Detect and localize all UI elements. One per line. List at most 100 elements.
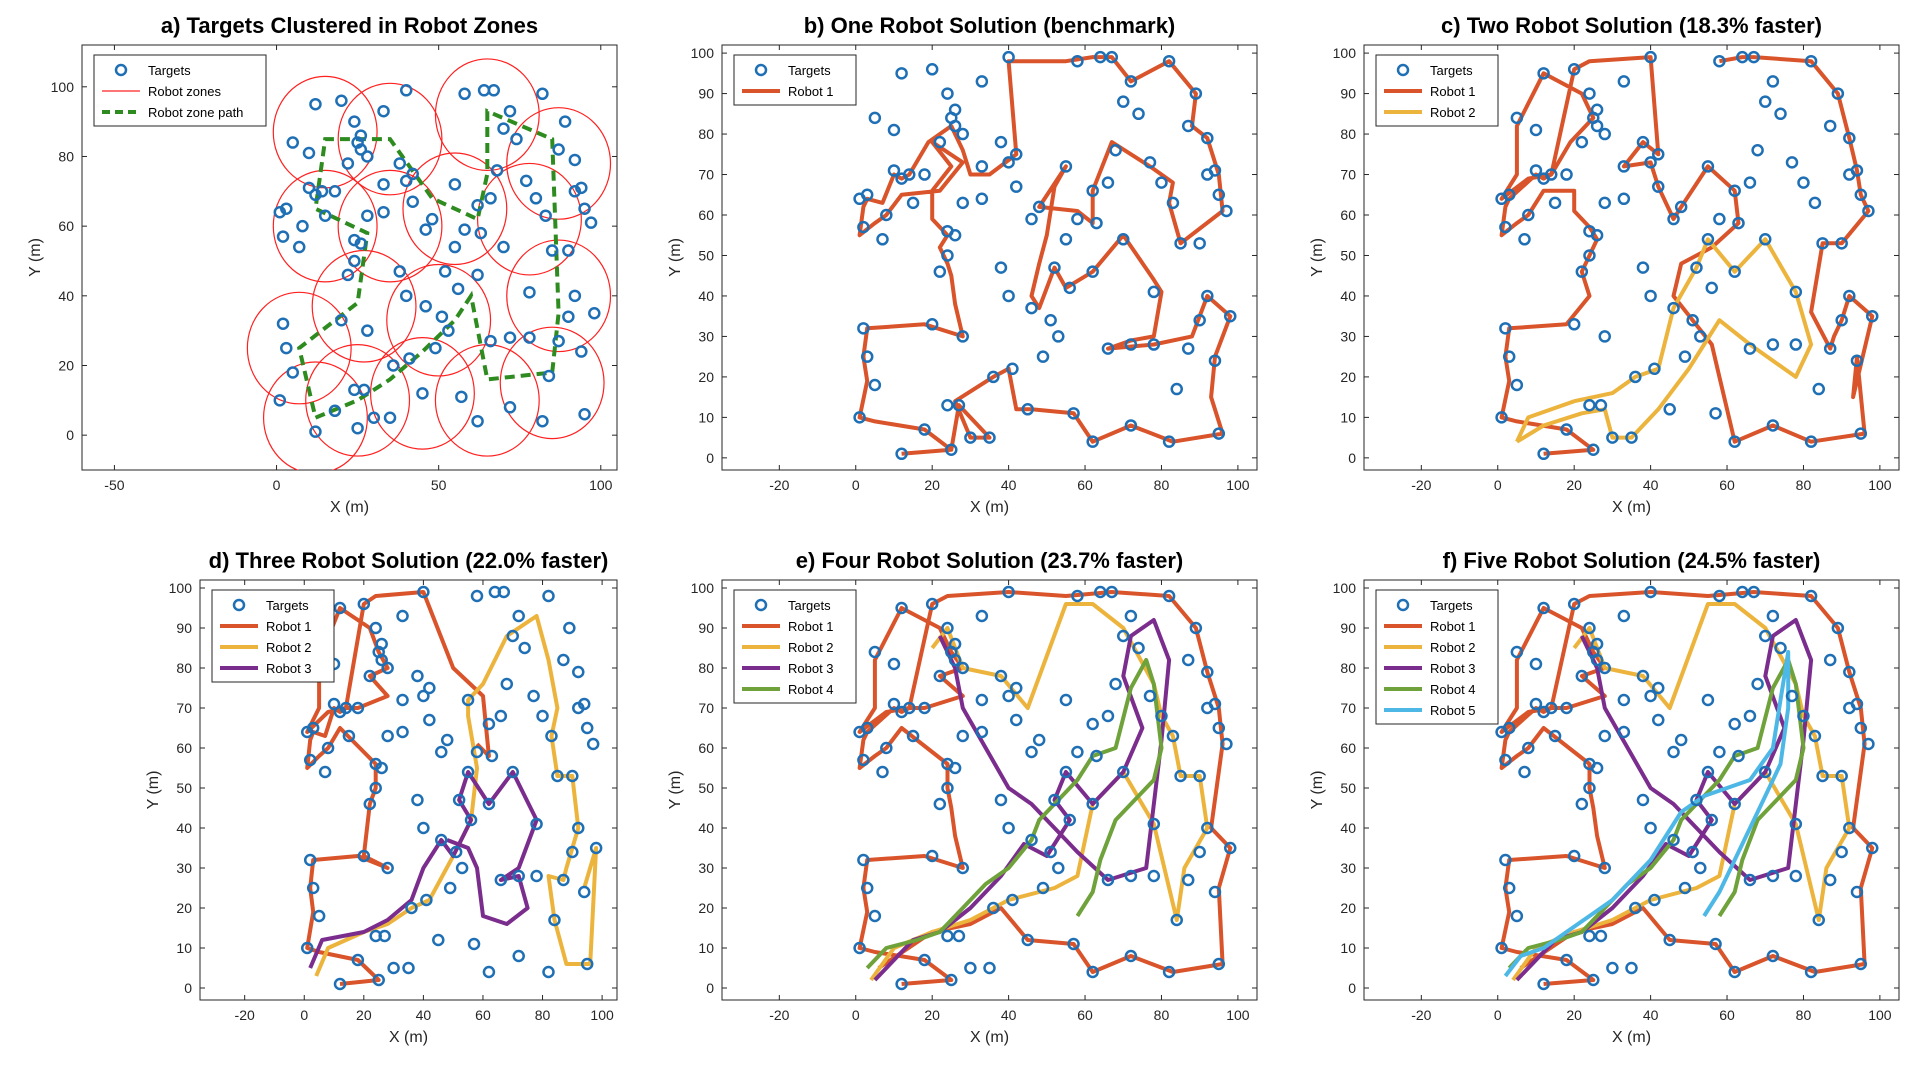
target-marker — [1502, 188, 1516, 202]
target-marker — [296, 219, 309, 233]
target-marker — [429, 341, 442, 355]
target-marker — [1220, 737, 1233, 751]
target-marker — [1025, 745, 1038, 759]
target-marker — [1548, 196, 1562, 210]
target-marker — [536, 87, 549, 101]
target-marker — [420, 893, 433, 907]
target-marker — [857, 322, 870, 335]
target-marker — [948, 103, 962, 117]
target-marker — [1663, 933, 1676, 947]
target-marker — [1759, 765, 1772, 779]
legend-label: Robot 2 — [1430, 105, 1476, 120]
target-marker — [506, 765, 519, 779]
target-marker — [868, 909, 882, 923]
target-marker — [527, 689, 540, 703]
target-marker — [1567, 849, 1581, 863]
target-marker — [1804, 54, 1818, 68]
y-tick-label: 40 — [176, 820, 192, 836]
target-marker — [375, 653, 388, 667]
target-marker — [1590, 761, 1604, 775]
x-tick-label: 100 — [590, 1007, 614, 1023]
y-tick-label: 40 — [58, 288, 74, 304]
target-marker — [566, 769, 579, 783]
target-marker — [497, 240, 510, 254]
target-marker — [367, 411, 381, 424]
y-tick-label: 70 — [698, 700, 714, 716]
target-marker — [1587, 973, 1600, 987]
target-marker — [1170, 913, 1183, 927]
target-marker — [1686, 845, 1699, 859]
target-marker — [857, 753, 870, 767]
target-marker — [1751, 143, 1764, 157]
target-marker — [435, 745, 448, 759]
target-marker — [1690, 793, 1703, 807]
x-tick-label: 40 — [1643, 1007, 1659, 1023]
target-marker — [568, 185, 582, 198]
target-marker — [1644, 289, 1657, 303]
target-marker — [1583, 621, 1596, 635]
target-marker — [1117, 629, 1130, 643]
target-marker — [357, 597, 371, 611]
target-marker — [542, 369, 556, 383]
legend: Targets Robot 1 Robot 2 Robot 3 — [211, 589, 335, 683]
target-marker — [539, 209, 552, 222]
y-tick-label: 60 — [1340, 207, 1356, 223]
target-marker — [467, 937, 481, 951]
target-marker — [1002, 156, 1015, 169]
y-tick-label: 70 — [1340, 700, 1356, 716]
target-marker — [941, 621, 954, 635]
x-tick-label: 100 — [1226, 477, 1250, 493]
target-marker — [328, 404, 342, 418]
target-marker — [1174, 769, 1187, 783]
target-marker — [860, 188, 874, 202]
legend-label: Robot 2 — [1430, 640, 1476, 655]
target-marker — [1090, 216, 1103, 230]
target-marker — [925, 849, 939, 863]
target-marker — [302, 146, 316, 160]
target-marker — [1224, 841, 1237, 855]
x-axis-label: X (m) — [970, 1029, 1009, 1046]
target-marker — [303, 753, 317, 767]
target-marker — [1636, 669, 1650, 683]
target-marker — [1212, 721, 1226, 735]
target-marker — [1850, 354, 1864, 367]
target-marker — [1063, 281, 1076, 295]
legend-target-marker — [754, 63, 768, 77]
target-marker — [1086, 717, 1099, 731]
target-marker — [586, 737, 600, 751]
target-marker — [399, 174, 413, 188]
y-tick-label: 40 — [1340, 288, 1356, 304]
x-tick-label: 20 — [1566, 477, 1582, 493]
chart-title: e) Four Robot Solution (23.7% faster) — [796, 548, 1183, 573]
target-marker — [1804, 965, 1818, 979]
target-marker — [975, 192, 989, 206]
target-marker — [575, 181, 588, 195]
robot-zone-path — [296, 108, 561, 420]
target-marker — [1583, 87, 1596, 100]
target-marker — [417, 689, 430, 703]
legend: Targets Robot 1 Robot 2 — [1375, 54, 1499, 127]
target-marker — [956, 861, 969, 875]
legend: Targets Robot zones Robot zone path — [93, 54, 267, 127]
target-marker — [1189, 87, 1203, 100]
target-marker — [1518, 765, 1531, 779]
target-marker — [335, 313, 348, 327]
target-marker — [503, 401, 517, 414]
target-marker — [506, 629, 519, 643]
target-marker — [1560, 168, 1573, 181]
target-marker — [1785, 689, 1799, 703]
target-marker — [1208, 885, 1222, 899]
target-marker — [1854, 188, 1868, 202]
target-marker — [948, 761, 962, 775]
target-marker — [1678, 881, 1692, 895]
target-marker — [1709, 937, 1722, 951]
target-marker — [1086, 965, 1099, 979]
target-marker — [335, 94, 348, 107]
target-marker — [895, 977, 908, 991]
target-marker — [1766, 419, 1780, 432]
target-marker — [1124, 949, 1138, 963]
robot-zone — [246, 291, 352, 405]
legend-label: Robot 3 — [1430, 661, 1476, 676]
target-marker — [432, 933, 445, 947]
legend-label: Targets — [788, 598, 831, 613]
